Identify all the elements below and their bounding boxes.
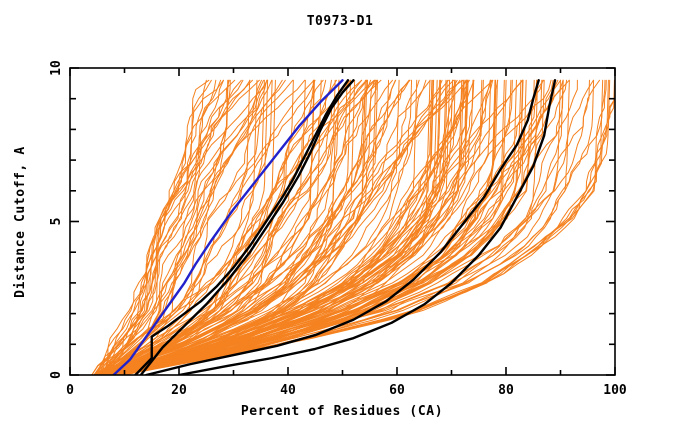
orange-curve	[99, 79, 294, 375]
orange-curve	[97, 79, 273, 375]
y-tick-label: 5	[49, 218, 64, 226]
orange-curve	[106, 79, 431, 375]
orange-curve	[112, 79, 517, 375]
orange-curve	[103, 79, 352, 375]
orange-curve	[99, 79, 210, 375]
orange-curve	[105, 79, 413, 375]
orange-curve	[100, 79, 294, 375]
orange-curve	[110, 79, 552, 375]
orange-curve	[113, 79, 454, 375]
y-tick-label: 0	[49, 371, 64, 379]
orange-curve	[100, 79, 377, 375]
orange-curve	[106, 79, 340, 375]
x-tick-label: 80	[498, 383, 514, 398]
orange-curve	[91, 79, 258, 375]
orange-curve	[116, 79, 570, 375]
orange-curve	[118, 79, 564, 375]
highlight-prediction-blue	[112, 79, 344, 375]
orange-curve	[98, 79, 269, 375]
orange-curve	[106, 79, 458, 375]
black-reference-curves	[134, 79, 557, 375]
orange-curve	[108, 79, 538, 375]
x-tick-labels: 0 20 40 60 80 100	[66, 383, 627, 398]
orange-curve	[111, 79, 475, 375]
orange-curve	[107, 79, 377, 375]
orange-curve	[103, 79, 253, 375]
orange-curve	[93, 79, 217, 375]
orange-curve	[108, 79, 306, 375]
orange-curve	[116, 79, 494, 375]
orange-curve	[101, 79, 229, 375]
orange-curve	[108, 79, 467, 375]
x-tick-label: 40	[280, 383, 296, 398]
orange-curve	[116, 79, 564, 375]
orange-curve	[97, 79, 231, 375]
y-tick-label: 10	[49, 60, 64, 76]
orange-curve	[112, 79, 468, 375]
orange-curve	[103, 79, 356, 375]
orange-curve	[99, 79, 315, 375]
axis-ticks	[69, 67, 616, 376]
reference-curve-black-2	[139, 79, 355, 375]
orange-curve	[100, 79, 244, 375]
orange-curve	[116, 79, 475, 375]
orange-curve	[115, 79, 524, 375]
orange-curve	[108, 79, 363, 375]
reference-curve-black-3	[145, 79, 540, 375]
orange-curve	[97, 79, 224, 375]
orange-curve	[115, 79, 470, 375]
orange-curve	[117, 79, 554, 375]
orange-curve	[114, 79, 615, 375]
orange-curve	[117, 79, 615, 375]
orange-curve	[99, 79, 306, 375]
x-tick-label: 100	[603, 383, 627, 398]
y-tick-labels: 0 5 10	[49, 60, 64, 379]
orange-curve	[101, 79, 410, 375]
x-tick-label: 20	[171, 383, 187, 398]
orange-curve	[104, 79, 461, 375]
orange-curve	[105, 79, 431, 375]
orange-curve	[99, 79, 316, 375]
orange-curve	[115, 79, 497, 375]
x-tick-label: 60	[389, 383, 405, 398]
chart-title: T0973-D1	[306, 14, 374, 29]
y-axis-title: Distance Cutoff, A	[13, 146, 28, 298]
orange-curve	[122, 79, 595, 375]
orange-curve	[110, 79, 351, 375]
x-tick-label: 0	[66, 383, 74, 398]
blue-highlight-curve	[112, 79, 344, 375]
orange-curve	[103, 79, 463, 375]
orange-curve	[94, 79, 207, 375]
orange-curve	[97, 79, 350, 375]
orange-curve	[97, 79, 268, 375]
reference-curve-black-4	[177, 79, 557, 375]
x-axis-title: Percent of Residues (CA)	[241, 404, 443, 419]
orange-curve-bundle	[91, 79, 615, 375]
reference-curve-black-1	[134, 79, 350, 375]
orange-curve	[91, 79, 224, 375]
